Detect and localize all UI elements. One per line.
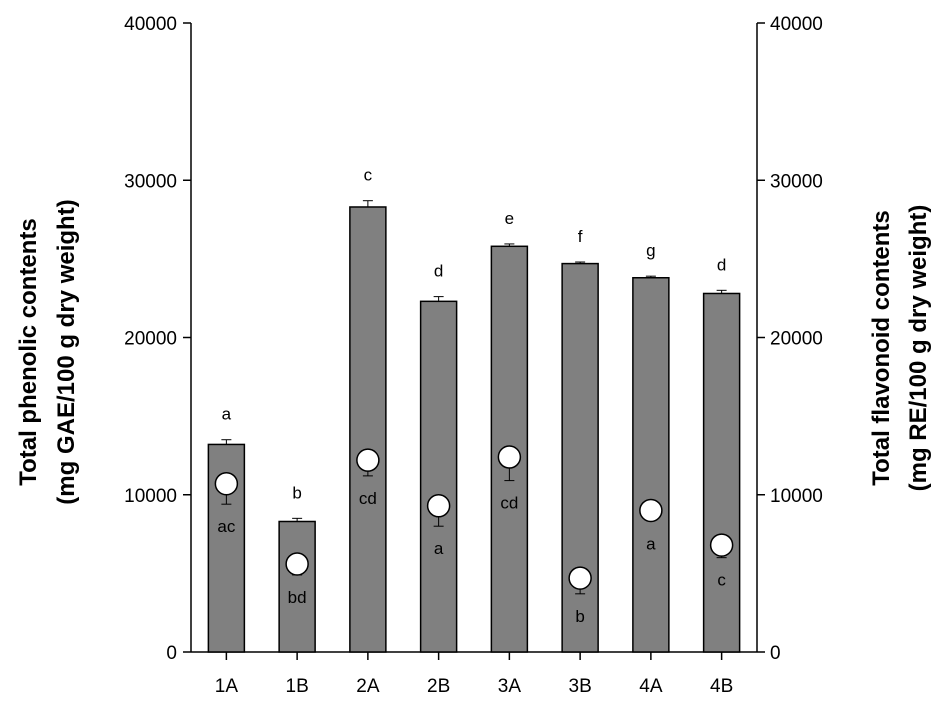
marker-significance-label: a xyxy=(434,539,444,558)
bar-significance-label: f xyxy=(578,227,583,246)
left-axis-tick-label: 40000 xyxy=(124,14,177,35)
axes xyxy=(183,22,765,660)
right-axis-tick-label: 20000 xyxy=(770,329,823,350)
bar xyxy=(419,300,458,653)
marker-significance-label: bd xyxy=(288,588,307,607)
bar xyxy=(702,292,741,653)
x-axis-tick-label: 4B xyxy=(710,676,733,697)
x-axis-tick-label: 2B xyxy=(427,676,450,697)
marker-point xyxy=(709,533,734,557)
marker-significance-label: a xyxy=(646,534,656,553)
marker-point xyxy=(497,445,522,469)
bar-significance-label: g xyxy=(646,241,655,260)
right-axis-tick-label: 10000 xyxy=(770,486,823,507)
x-axis-tick-label: 4A xyxy=(639,676,663,697)
marker-significance-label: b xyxy=(575,607,584,626)
left-axis-tick-label: 10000 xyxy=(124,486,177,507)
x-axis-tick-label: 3B xyxy=(569,676,592,697)
bar xyxy=(349,206,387,653)
bar-significance-label: d xyxy=(434,262,443,281)
left-axis-tick-label: 0 xyxy=(166,643,177,664)
bar xyxy=(278,520,316,653)
bar-significance-label: c xyxy=(364,166,373,185)
marker-point xyxy=(426,494,451,518)
marker-significance-label: cd xyxy=(500,494,518,513)
right-axis-tick-label: 30000 xyxy=(770,171,823,192)
marker-point xyxy=(356,448,380,472)
bar-significance-label: d xyxy=(717,255,726,274)
x-axis-tick-label: 1B xyxy=(286,676,309,697)
marker-point xyxy=(568,566,592,590)
marker-significance-label: ac xyxy=(217,517,235,536)
right-axis-title-line1: Total flavonoid contents xyxy=(868,210,895,486)
marker-significance-label: c xyxy=(717,571,726,590)
bar-significance-label: b xyxy=(292,483,301,502)
bar xyxy=(632,276,670,653)
x-axis-tick-label: 2A xyxy=(356,676,380,697)
tick-labels: 0 10000 20000 30000 40000 0 10000 20000 30000 400… xyxy=(124,14,823,697)
right-axis-tick-label: 40000 xyxy=(770,14,823,35)
left-axis-tick-label: 30000 xyxy=(124,171,177,192)
left-axis-title-line2: (mg GAE/100 g dry weight) xyxy=(53,199,80,504)
marker-point xyxy=(214,471,239,496)
x-axis-tick-label: 1A xyxy=(215,676,239,697)
left-axis-title-line1: Total phenolic contents xyxy=(15,218,42,486)
marker-point xyxy=(639,498,663,523)
left-axis-tick-label: 20000 xyxy=(124,329,177,350)
marker-significance-label: cd xyxy=(359,489,377,508)
x-axis-tick-label: 3A xyxy=(498,676,522,697)
bar-significance-label: e xyxy=(505,209,514,228)
marker-point xyxy=(285,552,309,576)
right-axis-tick-label: 0 xyxy=(770,643,781,664)
right-axis-title-line2: (mg RE/100 g dry weight) xyxy=(905,205,932,492)
bar-significance-label: a xyxy=(222,405,232,424)
